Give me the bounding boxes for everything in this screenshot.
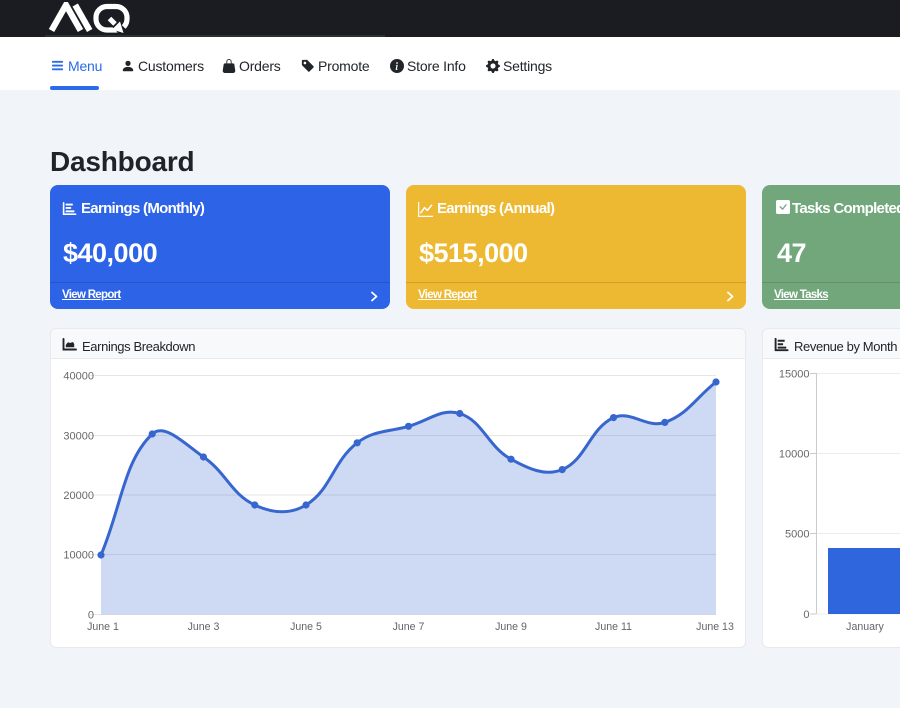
svg-text:0: 0 — [803, 609, 809, 621]
svg-text:0: 0 — [88, 610, 94, 622]
svg-text:January: January — [846, 621, 884, 633]
svg-text:June 1: June 1 — [87, 621, 119, 633]
svg-text:June 3: June 3 — [188, 621, 220, 633]
svg-text:June 9: June 9 — [495, 621, 527, 633]
svg-text:June 13: June 13 — [696, 621, 734, 633]
svg-text:10000: 10000 — [779, 449, 810, 461]
svg-text:June 5: June 5 — [290, 621, 322, 633]
svg-text:30000: 30000 — [63, 431, 94, 443]
svg-text:5000: 5000 — [785, 529, 809, 541]
svg-text:40000: 40000 — [63, 371, 94, 383]
svg-text:June 11: June 11 — [595, 621, 632, 633]
svg-text:June 7: June 7 — [393, 621, 425, 633]
svg-text:10000: 10000 — [63, 550, 94, 562]
svg-text:20000: 20000 — [63, 490, 94, 502]
svg-text:15000: 15000 — [779, 369, 810, 381]
